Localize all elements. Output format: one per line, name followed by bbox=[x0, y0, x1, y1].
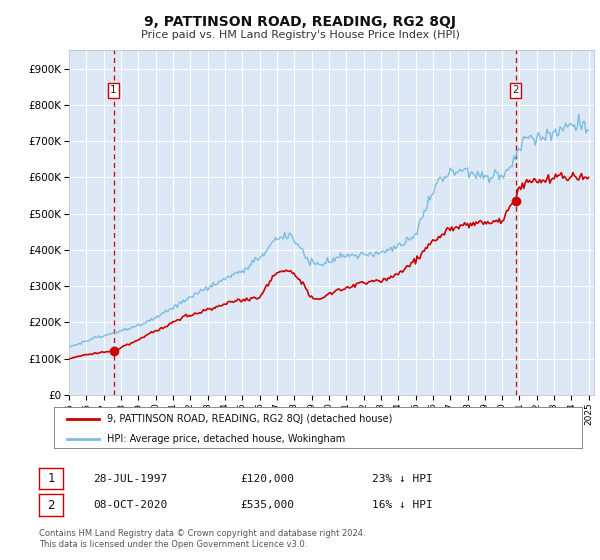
Text: HPI: Average price, detached house, Wokingham: HPI: Average price, detached house, Woki… bbox=[107, 434, 345, 444]
Text: Contains HM Land Registry data © Crown copyright and database right 2024.: Contains HM Land Registry data © Crown c… bbox=[39, 529, 365, 538]
Text: 1: 1 bbox=[47, 472, 55, 486]
Text: 9, PATTINSON ROAD, READING, RG2 8QJ: 9, PATTINSON ROAD, READING, RG2 8QJ bbox=[144, 15, 456, 29]
Text: 2: 2 bbox=[47, 498, 55, 512]
Text: 08-OCT-2020: 08-OCT-2020 bbox=[93, 500, 167, 510]
Text: 2: 2 bbox=[512, 85, 519, 95]
Text: 1: 1 bbox=[110, 85, 117, 95]
Text: Price paid vs. HM Land Registry's House Price Index (HPI): Price paid vs. HM Land Registry's House … bbox=[140, 30, 460, 40]
Text: 9, PATTINSON ROAD, READING, RG2 8QJ (detached house): 9, PATTINSON ROAD, READING, RG2 8QJ (det… bbox=[107, 414, 392, 423]
Text: £535,000: £535,000 bbox=[240, 500, 294, 510]
Text: 23% ↓ HPI: 23% ↓ HPI bbox=[372, 474, 433, 484]
Text: This data is licensed under the Open Government Licence v3.0.: This data is licensed under the Open Gov… bbox=[39, 540, 307, 549]
Text: £120,000: £120,000 bbox=[240, 474, 294, 484]
Text: 28-JUL-1997: 28-JUL-1997 bbox=[93, 474, 167, 484]
Text: 16% ↓ HPI: 16% ↓ HPI bbox=[372, 500, 433, 510]
